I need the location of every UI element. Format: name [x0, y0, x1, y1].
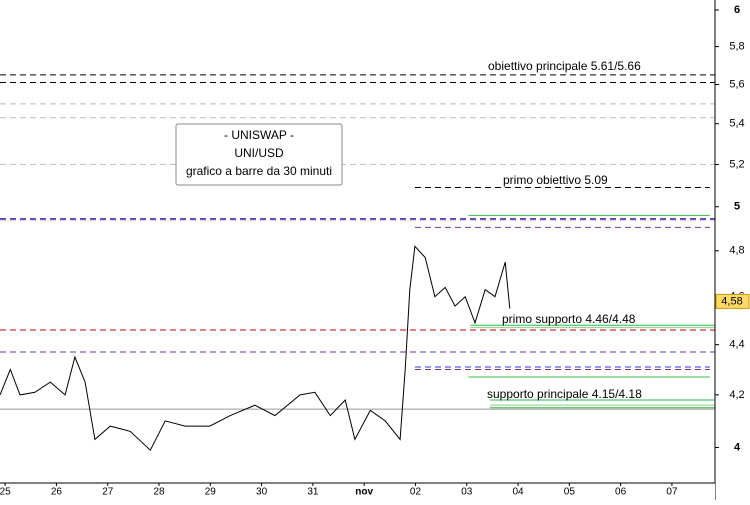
title-box — [175, 123, 343, 186]
annotation: primo obiettivo 5.09 — [503, 173, 608, 187]
title-line: - UNISWAP - — [224, 128, 294, 142]
x-tick-label: 28 — [153, 487, 165, 498]
y-tick-label: 4,8 — [729, 245, 744, 257]
x-axis-area — [0, 483, 715, 500]
y-tick-label: 6 — [734, 4, 740, 16]
y-tick-label: 4 — [734, 441, 741, 453]
x-tick-label: 06 — [615, 487, 627, 498]
x-tick-label: 31 — [307, 487, 319, 498]
last-price-label: 4,58 — [721, 295, 742, 307]
x-tick-label: 27 — [102, 487, 114, 498]
x-tick-label: 29 — [205, 487, 217, 498]
x-tick-label: 02 — [410, 487, 422, 498]
x-tick-label: nov — [355, 487, 373, 498]
x-tick-label: 05 — [564, 487, 576, 498]
title-line: grafico a barre da 30 minuti — [186, 164, 332, 178]
y-tick-label: 5,2 — [729, 158, 744, 170]
y-tick-label: 5 — [734, 201, 740, 213]
x-tick-label: 25 — [0, 487, 11, 498]
annotation: supporto principale 4.15/4.18 — [487, 387, 642, 401]
y-tick-label: 4,4 — [729, 339, 744, 351]
annotation: primo supporto 4.46/4.48 — [502, 312, 636, 326]
y-tick-label: 5,6 — [729, 78, 744, 90]
title-line: UNI/USD — [234, 146, 284, 160]
price-line — [0, 245, 511, 452]
y-tick-label: 4,2 — [729, 389, 744, 401]
x-tick-label: 07 — [666, 487, 678, 498]
y-tick-label: 5,4 — [729, 118, 744, 130]
annotation: obiettivo principale 5.61/5.66 — [488, 59, 641, 73]
y-axis-area — [715, 0, 750, 500]
x-tick-label: 26 — [51, 487, 63, 498]
last-price-box — [715, 293, 750, 309]
x-tick-label: 03 — [461, 487, 473, 498]
x-tick-label: 04 — [512, 487, 524, 498]
y-tick-label: 5,8 — [729, 41, 744, 53]
x-tick-label: 30 — [256, 487, 268, 498]
